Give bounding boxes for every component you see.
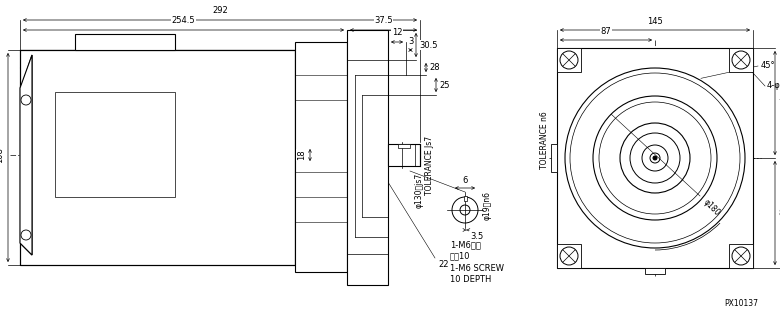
- Bar: [557, 244, 581, 268]
- Text: 1-M6 SCREW: 1-M6 SCREW: [450, 264, 504, 273]
- Bar: [388, 144, 420, 166]
- Text: 145: 145: [647, 17, 663, 26]
- Text: 1-M6ネジ: 1-M6ネジ: [450, 240, 481, 249]
- Text: 3: 3: [408, 37, 413, 46]
- Text: 108: 108: [0, 147, 4, 163]
- Bar: [398, 144, 410, 148]
- Text: 3.5: 3.5: [470, 232, 484, 241]
- Text: 25: 25: [439, 81, 449, 89]
- Text: 87: 87: [601, 27, 612, 36]
- Text: 37.5: 37.5: [374, 16, 393, 25]
- Text: φ130径js7: φ130径js7: [415, 172, 424, 208]
- Text: 深さ10: 深さ10: [450, 251, 470, 260]
- Polygon shape: [20, 55, 32, 255]
- Bar: [557, 48, 581, 72]
- Circle shape: [653, 156, 657, 160]
- Bar: [295, 42, 347, 272]
- Bar: [20, 50, 295, 265]
- Text: φ180: φ180: [702, 198, 722, 218]
- Text: 80: 80: [778, 209, 780, 217]
- Text: TOLERANCE n6: TOLERANCE n6: [540, 111, 549, 169]
- Bar: [557, 48, 753, 268]
- Text: 12: 12: [392, 28, 402, 37]
- Text: 28: 28: [429, 63, 440, 72]
- Text: 72.5: 72.5: [778, 99, 780, 107]
- Bar: [20, 50, 295, 265]
- Bar: [645, 268, 665, 274]
- Text: 292: 292: [212, 6, 228, 15]
- Bar: [729, 48, 753, 72]
- Text: 18: 18: [297, 150, 306, 160]
- Text: 22: 22: [438, 260, 448, 269]
- Polygon shape: [22, 55, 32, 255]
- Text: 6: 6: [463, 176, 468, 185]
- Bar: [729, 244, 753, 268]
- Bar: [463, 196, 466, 201]
- Text: TOLERANCE Js7: TOLERANCE Js7: [425, 135, 434, 195]
- Text: 4-φ10: 4-φ10: [767, 81, 780, 90]
- Bar: [55, 92, 175, 197]
- Bar: [347, 30, 388, 285]
- Text: 10 DEPTH: 10 DEPTH: [450, 275, 491, 284]
- Bar: [551, 144, 557, 172]
- Text: 254.5: 254.5: [172, 16, 195, 25]
- Text: 45°: 45°: [761, 61, 775, 70]
- Bar: [75, 34, 175, 50]
- Text: φ19径n6: φ19径n6: [483, 191, 492, 219]
- Text: 30.5: 30.5: [419, 41, 438, 49]
- Text: PX10137: PX10137: [724, 299, 758, 308]
